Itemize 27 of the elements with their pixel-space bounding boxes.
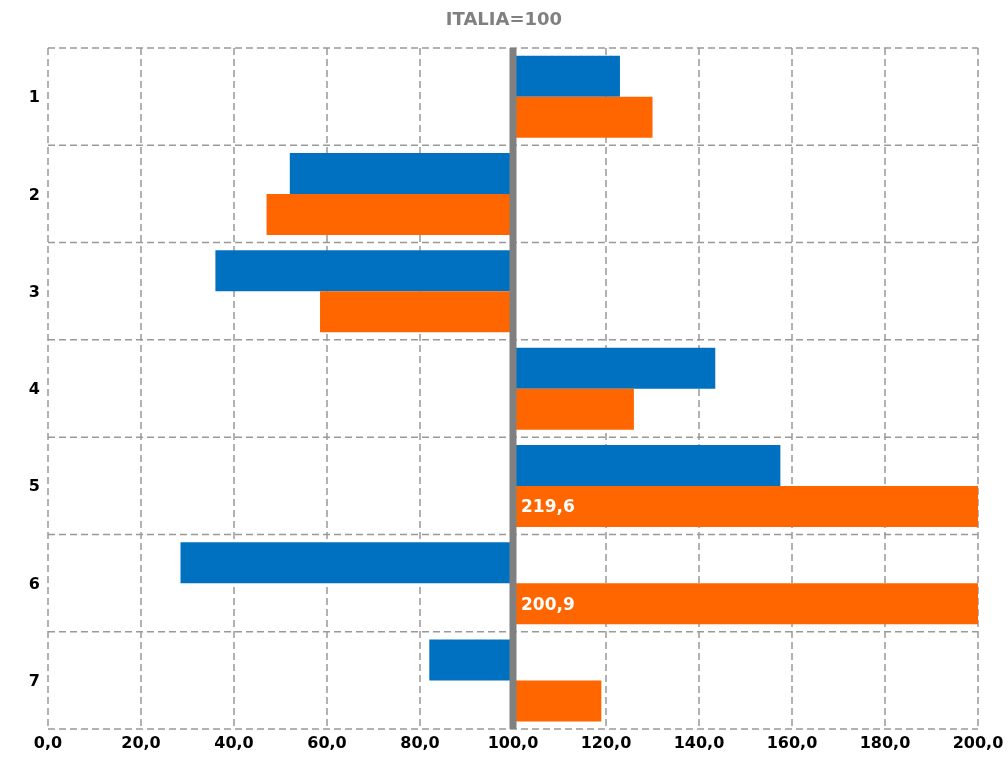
y-tick-label: 3 <box>28 281 40 301</box>
bar <box>180 542 513 584</box>
x-tick-label: 180,0 <box>859 733 911 753</box>
data-label: 200,9 <box>521 593 575 614</box>
x-tick-label: 120,0 <box>580 733 632 753</box>
bar <box>429 639 513 681</box>
x-tick-label: 20,0 <box>121 733 161 753</box>
y-tick-label: 7 <box>28 671 40 691</box>
x-tick-label: 0,0 <box>33 733 63 753</box>
x-tick-label: 100,0 <box>487 733 539 753</box>
bar <box>320 291 513 333</box>
bar <box>289 153 513 195</box>
x-tick-label: 40,0 <box>214 733 254 753</box>
bar <box>215 250 513 292</box>
y-tick-label: 6 <box>28 573 40 593</box>
x-tick-label: 80,0 <box>400 733 440 753</box>
x-tick-label: 200,0 <box>952 733 1004 753</box>
y-tick-label: 4 <box>28 379 40 399</box>
bar <box>266 194 513 236</box>
chart-title: ITALIA=100 <box>444 8 564 29</box>
y-tick-label: 5 <box>28 476 40 496</box>
y-tick-label: 1 <box>28 87 40 107</box>
x-tick-label: 60,0 <box>307 733 347 753</box>
x-tick-label: 140,0 <box>673 733 725 753</box>
data-label: 219,6 <box>521 496 575 517</box>
x-tick-label: 160,0 <box>766 733 818 753</box>
y-tick-label: 2 <box>28 184 40 204</box>
